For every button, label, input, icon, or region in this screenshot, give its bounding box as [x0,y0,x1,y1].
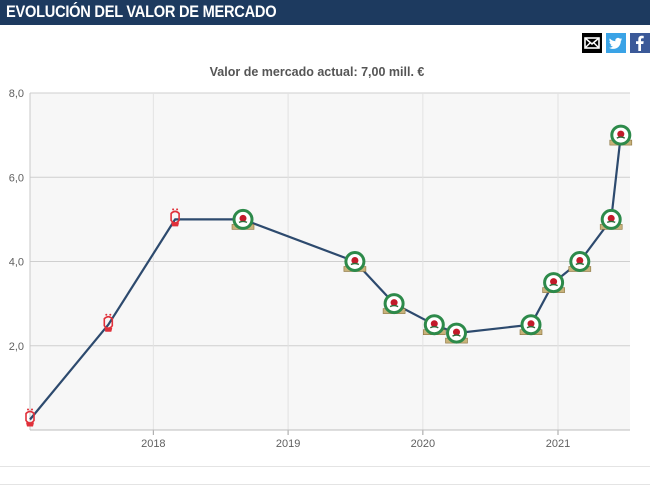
market-value-chart: Valor de mercado actual: 7,00 mill. € 2,0… [0,55,650,465]
crest-rose [351,257,359,264]
crest-leaves [549,283,558,287]
data-point [599,208,623,230]
section-title: EVOLUCIÓN DEL VALOR DE MERCADO [6,2,277,21]
crest-leaves [429,326,439,329]
x-tick-label: 2021 [546,438,570,450]
crest-leaves [350,262,360,266]
club-crest-base [26,422,34,427]
x-tick-label: 2020 [411,438,435,450]
x-tick-label: 2019 [276,438,300,450]
data-point [542,272,565,294]
data-point [445,322,468,344]
crest-rose [453,328,460,336]
facebook-icon [636,35,644,51]
crest-leaves [389,304,399,308]
data-point [170,208,180,227]
y-tick-label: 8,0 [9,88,24,100]
data-point [25,408,35,427]
crest-dot [176,208,179,211]
club-crest-red [170,210,180,224]
data-point [519,314,543,336]
divider [0,466,650,467]
crest-dot [31,408,33,411]
crest-leaves [606,220,616,224]
crest-leaves [575,262,585,266]
crest-rose [239,214,247,222]
share-mail-button[interactable] [582,33,602,53]
chart-svg: Valor de mercado actual: 7,00 mill. € 2,0… [9,65,633,450]
crest-dot [109,313,112,316]
crest-rose [607,214,615,222]
divider [0,484,650,485]
club-crest-base [171,222,180,227]
crest-dot [105,313,108,316]
data-point [103,313,114,332]
crest-rose [430,320,438,328]
club-crest-red [103,315,114,329]
crest-leaves [452,334,461,337]
share-twitter-button[interactable] [606,33,626,53]
x-tick-label: 2018 [141,438,165,450]
crest-leaves [238,220,248,224]
crest-rose [527,320,535,328]
chart-title: Valor de mercado actual: 7,00 mill. € [210,65,425,79]
data-point [231,208,255,230]
crest-rose [390,299,398,307]
mail-icon [584,37,600,49]
y-tick-label: 2,0 [9,341,24,353]
data-point [343,251,367,272]
club-crest-base [104,327,113,332]
section-header: EVOLUCIÓN DEL VALOR DE MERCADO [0,0,650,25]
crest-leaves [526,326,536,329]
share-facebook-button[interactable] [630,33,650,53]
crest-rose [617,130,625,138]
crest-leaves [616,136,626,139]
y-tick-label: 4,0 [9,257,24,269]
data-point [568,251,592,272]
twitter-icon [609,37,622,49]
data-point [422,314,446,336]
y-tick-label: 6,0 [9,172,24,184]
crest-dot [27,408,29,411]
data-point [382,293,406,315]
data-point [609,124,633,146]
club-crest-red [25,410,35,424]
crest-dot [172,208,175,211]
crest-rose [576,257,584,264]
crest-rose [550,278,558,286]
